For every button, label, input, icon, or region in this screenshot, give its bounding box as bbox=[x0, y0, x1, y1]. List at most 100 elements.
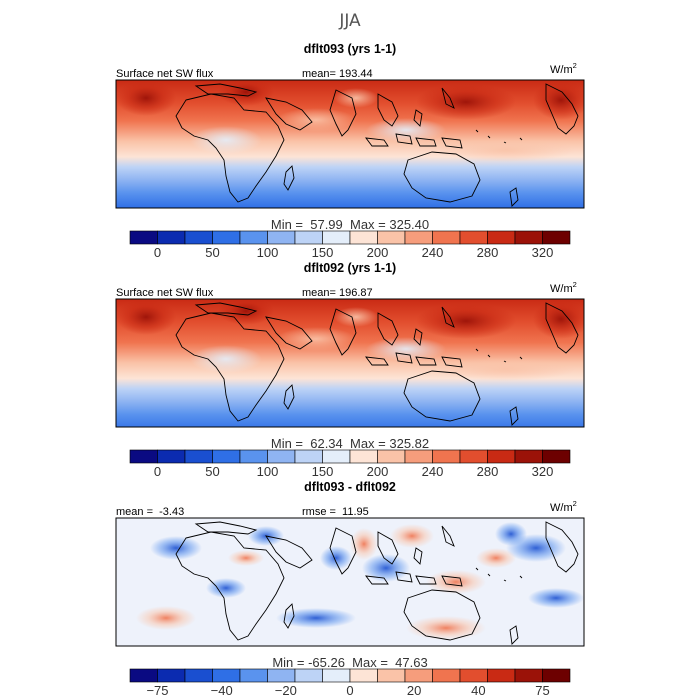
colorbar-swatch bbox=[459, 449, 488, 464]
panel-2-map bbox=[116, 299, 584, 427]
panel-2-colorbar bbox=[129, 449, 571, 464]
panel-3-minmax: Min = -65.26 Max = 47.63 bbox=[272, 655, 427, 670]
panel-1-mean: mean= 193.44 bbox=[302, 68, 373, 80]
colorbar-swatch bbox=[157, 230, 186, 245]
panel-3-colorbar bbox=[129, 668, 571, 683]
colorbar-swatch bbox=[129, 668, 158, 683]
colorbar-tick-label: 0 bbox=[154, 245, 161, 260]
panel-2-minmax: Min = 62.34 Max = 325.82 bbox=[271, 436, 429, 451]
colorbar-swatch bbox=[542, 668, 571, 683]
panel-3-title: dflt093 - dflt092 bbox=[304, 480, 396, 494]
colorbar-swatch bbox=[184, 449, 213, 464]
colorbar-swatch bbox=[432, 230, 461, 245]
colorbar-tick-label: 0 bbox=[346, 683, 353, 698]
panel-3-units: W/m2 bbox=[550, 499, 577, 514]
panel-1-colorbar bbox=[129, 230, 571, 245]
colorbar-swatch bbox=[487, 230, 516, 245]
colorbar-tick-label: 100 bbox=[257, 464, 279, 479]
panel-1-field-label: Surface net SW flux bbox=[116, 68, 214, 80]
colorbar-tick-label: 240 bbox=[422, 464, 444, 479]
colorbar-swatch bbox=[487, 449, 516, 464]
colorbar-swatch bbox=[267, 668, 296, 683]
colorbar-swatch bbox=[377, 449, 406, 464]
colorbar-swatch bbox=[267, 449, 296, 464]
colorbar-swatch bbox=[294, 449, 323, 464]
colorbar-swatch bbox=[212, 668, 241, 683]
panel-2-title: dflt092 (yrs 1-1) bbox=[304, 261, 396, 275]
colorbar-tick-label: 100 bbox=[257, 245, 279, 260]
colorbar-tick-label: 150 bbox=[312, 245, 334, 260]
colorbar-tick-label: 280 bbox=[477, 464, 499, 479]
colorbar-swatch bbox=[129, 449, 158, 464]
colorbar-swatch bbox=[212, 449, 241, 464]
panel-3-colorbar-ticks: −75 −40 −20 0 20 40 75 bbox=[146, 683, 549, 698]
colorbar-tick-label: 320 bbox=[532, 464, 554, 479]
figure-title: JJA bbox=[338, 11, 361, 31]
panel-2-colorbar-ticks: 0 50 100 150 200 240 280 320 bbox=[154, 464, 553, 479]
colorbar-swatch bbox=[542, 230, 571, 245]
colorbar-swatch bbox=[294, 230, 323, 245]
colorbar-tick-label: −20 bbox=[275, 683, 297, 698]
colorbar-swatch bbox=[239, 449, 268, 464]
colorbar-tick-label: 20 bbox=[407, 683, 421, 698]
panel-1-frame bbox=[115, 79, 585, 209]
panel-1: dflt093 (yrs 1-1) Surface net SW flux me… bbox=[115, 42, 585, 260]
colorbar-swatch bbox=[349, 449, 378, 464]
panel-1-title: dflt093 (yrs 1-1) bbox=[304, 42, 396, 56]
panel-3-rmse: rmse = 11.95 bbox=[302, 506, 369, 518]
panel-1-minmax: Min = 57.99 Max = 325.40 bbox=[271, 217, 429, 232]
colorbar-swatch bbox=[514, 230, 543, 245]
panel-2-units: W/m2 bbox=[550, 280, 577, 295]
colorbar-swatch bbox=[542, 449, 571, 464]
panel-3-frame bbox=[115, 517, 585, 647]
colorbar-swatch bbox=[239, 668, 268, 683]
colorbar-swatch bbox=[349, 230, 378, 245]
panel-2: dflt092 (yrs 1-1) Surface net SW flux me… bbox=[115, 261, 585, 479]
colorbar-swatch bbox=[294, 668, 323, 683]
colorbar-swatch bbox=[377, 668, 406, 683]
colorbar-tick-label: 40 bbox=[471, 683, 485, 698]
panel-1-map bbox=[116, 80, 584, 208]
panel-3-map bbox=[116, 518, 584, 646]
colorbar-swatch bbox=[404, 668, 433, 683]
panel-1-units: W/m2 bbox=[550, 61, 577, 76]
panel-1-colorbar-ticks: 0 50 100 150 200 240 280 320 bbox=[154, 245, 553, 260]
colorbar-swatch bbox=[349, 668, 378, 683]
colorbar-swatch bbox=[157, 449, 186, 464]
colorbar-tick-label: 0 bbox=[154, 464, 161, 479]
colorbar-tick-label: 200 bbox=[367, 245, 389, 260]
colorbar-tick-label: 50 bbox=[205, 464, 219, 479]
panel-3: dflt093 - dflt092 mean = -3.43 rmse = 11… bbox=[115, 480, 585, 698]
colorbar-swatch bbox=[487, 668, 516, 683]
colorbar-tick-label: −75 bbox=[146, 683, 168, 698]
colorbar-tick-label: 50 bbox=[205, 245, 219, 260]
colorbar-swatch bbox=[459, 668, 488, 683]
colorbar-tick-label: 320 bbox=[532, 245, 554, 260]
panel-2-frame bbox=[115, 298, 585, 428]
colorbar-swatch bbox=[459, 230, 488, 245]
colorbar-swatch bbox=[514, 449, 543, 464]
colorbar-swatch bbox=[377, 230, 406, 245]
colorbar-tick-label: −40 bbox=[211, 683, 233, 698]
colorbar-tick-label: 280 bbox=[477, 245, 499, 260]
colorbar-swatch bbox=[514, 668, 543, 683]
colorbar-swatch bbox=[184, 230, 213, 245]
colorbar-swatch bbox=[432, 449, 461, 464]
colorbar-swatch bbox=[129, 230, 158, 245]
colorbar-swatch bbox=[267, 230, 296, 245]
colorbar-swatch bbox=[322, 230, 351, 245]
colorbar-tick-label: 200 bbox=[367, 464, 389, 479]
colorbar-swatch bbox=[404, 449, 433, 464]
colorbar-swatch bbox=[212, 230, 241, 245]
panel-3-mean: mean = -3.43 bbox=[116, 506, 184, 518]
colorbar-swatch bbox=[239, 230, 268, 245]
colorbar-tick-label: 150 bbox=[312, 464, 334, 479]
panel-2-mean: mean= 196.87 bbox=[302, 287, 373, 299]
colorbar-swatch bbox=[322, 449, 351, 464]
colorbar-swatch bbox=[432, 668, 461, 683]
colorbar-tick-label: 240 bbox=[422, 245, 444, 260]
colorbar-swatch bbox=[157, 668, 186, 683]
colorbar-swatch bbox=[184, 668, 213, 683]
colorbar-swatch bbox=[322, 668, 351, 683]
